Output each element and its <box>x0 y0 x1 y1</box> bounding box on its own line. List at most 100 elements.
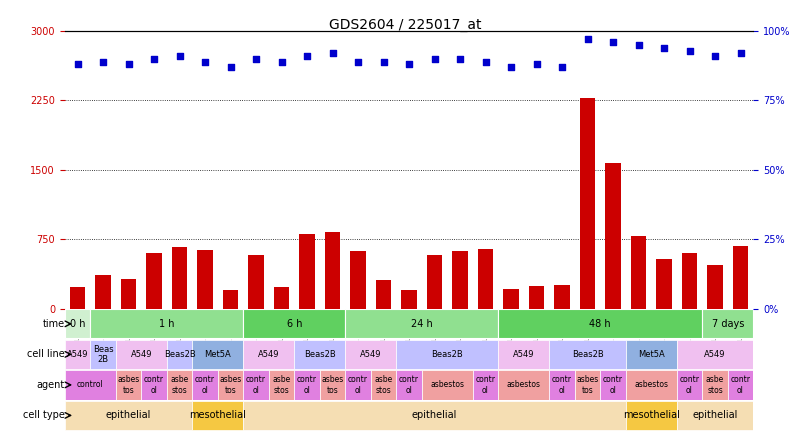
FancyBboxPatch shape <box>498 370 549 400</box>
Point <box>403 61 416 68</box>
FancyBboxPatch shape <box>65 401 192 430</box>
Point <box>556 63 569 71</box>
Text: cell type: cell type <box>23 410 65 420</box>
Bar <box>605 163 620 309</box>
FancyBboxPatch shape <box>192 401 243 430</box>
Bar <box>198 250 213 309</box>
FancyBboxPatch shape <box>192 340 243 369</box>
Bar <box>70 287 85 309</box>
Point <box>632 41 645 48</box>
Text: contr
ol: contr ol <box>144 375 164 395</box>
Text: A549: A549 <box>130 350 152 359</box>
Bar <box>427 255 442 309</box>
Point <box>530 61 543 68</box>
FancyBboxPatch shape <box>141 370 167 400</box>
FancyBboxPatch shape <box>396 370 422 400</box>
FancyBboxPatch shape <box>90 340 116 369</box>
Bar <box>96 275 111 309</box>
Text: asbe
stos: asbe stos <box>374 375 393 395</box>
FancyBboxPatch shape <box>243 370 269 400</box>
Bar <box>631 236 646 309</box>
Point <box>198 58 211 65</box>
Text: mesothelial: mesothelial <box>190 410 246 420</box>
Text: A549: A549 <box>66 350 88 359</box>
Point <box>709 52 722 59</box>
Point <box>734 50 747 57</box>
Text: 48 h: 48 h <box>590 319 611 329</box>
Bar <box>300 234 315 309</box>
Point <box>683 47 696 54</box>
Bar <box>656 258 671 309</box>
Text: 24 h: 24 h <box>411 319 433 329</box>
FancyBboxPatch shape <box>167 340 192 369</box>
FancyBboxPatch shape <box>90 309 243 338</box>
Text: Beas2B: Beas2B <box>304 350 335 359</box>
FancyBboxPatch shape <box>65 340 90 369</box>
Text: epithelial: epithelial <box>411 410 457 420</box>
Text: contr
ol: contr ol <box>399 375 419 395</box>
FancyBboxPatch shape <box>65 370 116 400</box>
Text: A549: A549 <box>258 350 279 359</box>
FancyBboxPatch shape <box>243 401 626 430</box>
FancyBboxPatch shape <box>294 340 345 369</box>
FancyBboxPatch shape <box>243 340 294 369</box>
Point <box>428 56 441 63</box>
Bar <box>376 280 391 309</box>
Text: contr
ol: contr ol <box>680 375 700 395</box>
Point <box>224 63 237 71</box>
Bar <box>351 251 365 309</box>
FancyBboxPatch shape <box>320 370 345 400</box>
Point <box>352 58 365 65</box>
Bar <box>274 287 289 309</box>
FancyBboxPatch shape <box>498 340 549 369</box>
Text: mesothelial: mesothelial <box>623 410 680 420</box>
FancyBboxPatch shape <box>549 340 626 369</box>
FancyBboxPatch shape <box>600 370 626 400</box>
FancyBboxPatch shape <box>269 370 294 400</box>
Text: GDS2604 / 225017_at: GDS2604 / 225017_at <box>329 18 481 32</box>
Point <box>454 56 467 63</box>
Point <box>122 61 135 68</box>
FancyBboxPatch shape <box>396 340 498 369</box>
FancyBboxPatch shape <box>243 309 345 338</box>
FancyBboxPatch shape <box>218 370 243 400</box>
Bar <box>453 251 467 309</box>
Point <box>377 58 390 65</box>
Bar <box>147 253 162 309</box>
Text: contr
ol: contr ol <box>348 375 368 395</box>
Point <box>173 52 186 59</box>
Text: asbe
stos: asbe stos <box>170 375 189 395</box>
FancyBboxPatch shape <box>371 370 396 400</box>
Bar <box>121 279 136 309</box>
FancyBboxPatch shape <box>116 340 167 369</box>
Point <box>658 44 671 51</box>
Text: contr
ol: contr ol <box>603 375 623 395</box>
Bar <box>682 253 697 309</box>
Bar <box>503 289 518 309</box>
FancyBboxPatch shape <box>192 370 218 400</box>
Text: A549: A549 <box>360 350 382 359</box>
Text: A549: A549 <box>513 350 535 359</box>
Bar <box>733 246 748 309</box>
Point <box>275 58 288 65</box>
Text: epithelial: epithelial <box>106 410 151 420</box>
Text: Met5A: Met5A <box>204 350 231 359</box>
Text: contr
ol: contr ol <box>195 375 215 395</box>
Bar <box>172 246 187 309</box>
FancyBboxPatch shape <box>473 370 498 400</box>
Text: asbestos: asbestos <box>634 381 668 389</box>
FancyBboxPatch shape <box>345 309 498 338</box>
Point <box>71 61 84 68</box>
Point <box>326 50 339 57</box>
FancyBboxPatch shape <box>345 340 396 369</box>
Point <box>301 52 313 59</box>
Text: 1 h: 1 h <box>159 319 174 329</box>
FancyBboxPatch shape <box>728 370 753 400</box>
Text: cell line: cell line <box>27 349 65 359</box>
FancyBboxPatch shape <box>422 370 473 400</box>
Text: asbes
tos: asbes tos <box>577 375 599 395</box>
Point <box>505 63 518 71</box>
Text: asbes
tos: asbes tos <box>220 375 241 395</box>
Text: asbestos: asbestos <box>507 381 541 389</box>
FancyBboxPatch shape <box>575 370 600 400</box>
